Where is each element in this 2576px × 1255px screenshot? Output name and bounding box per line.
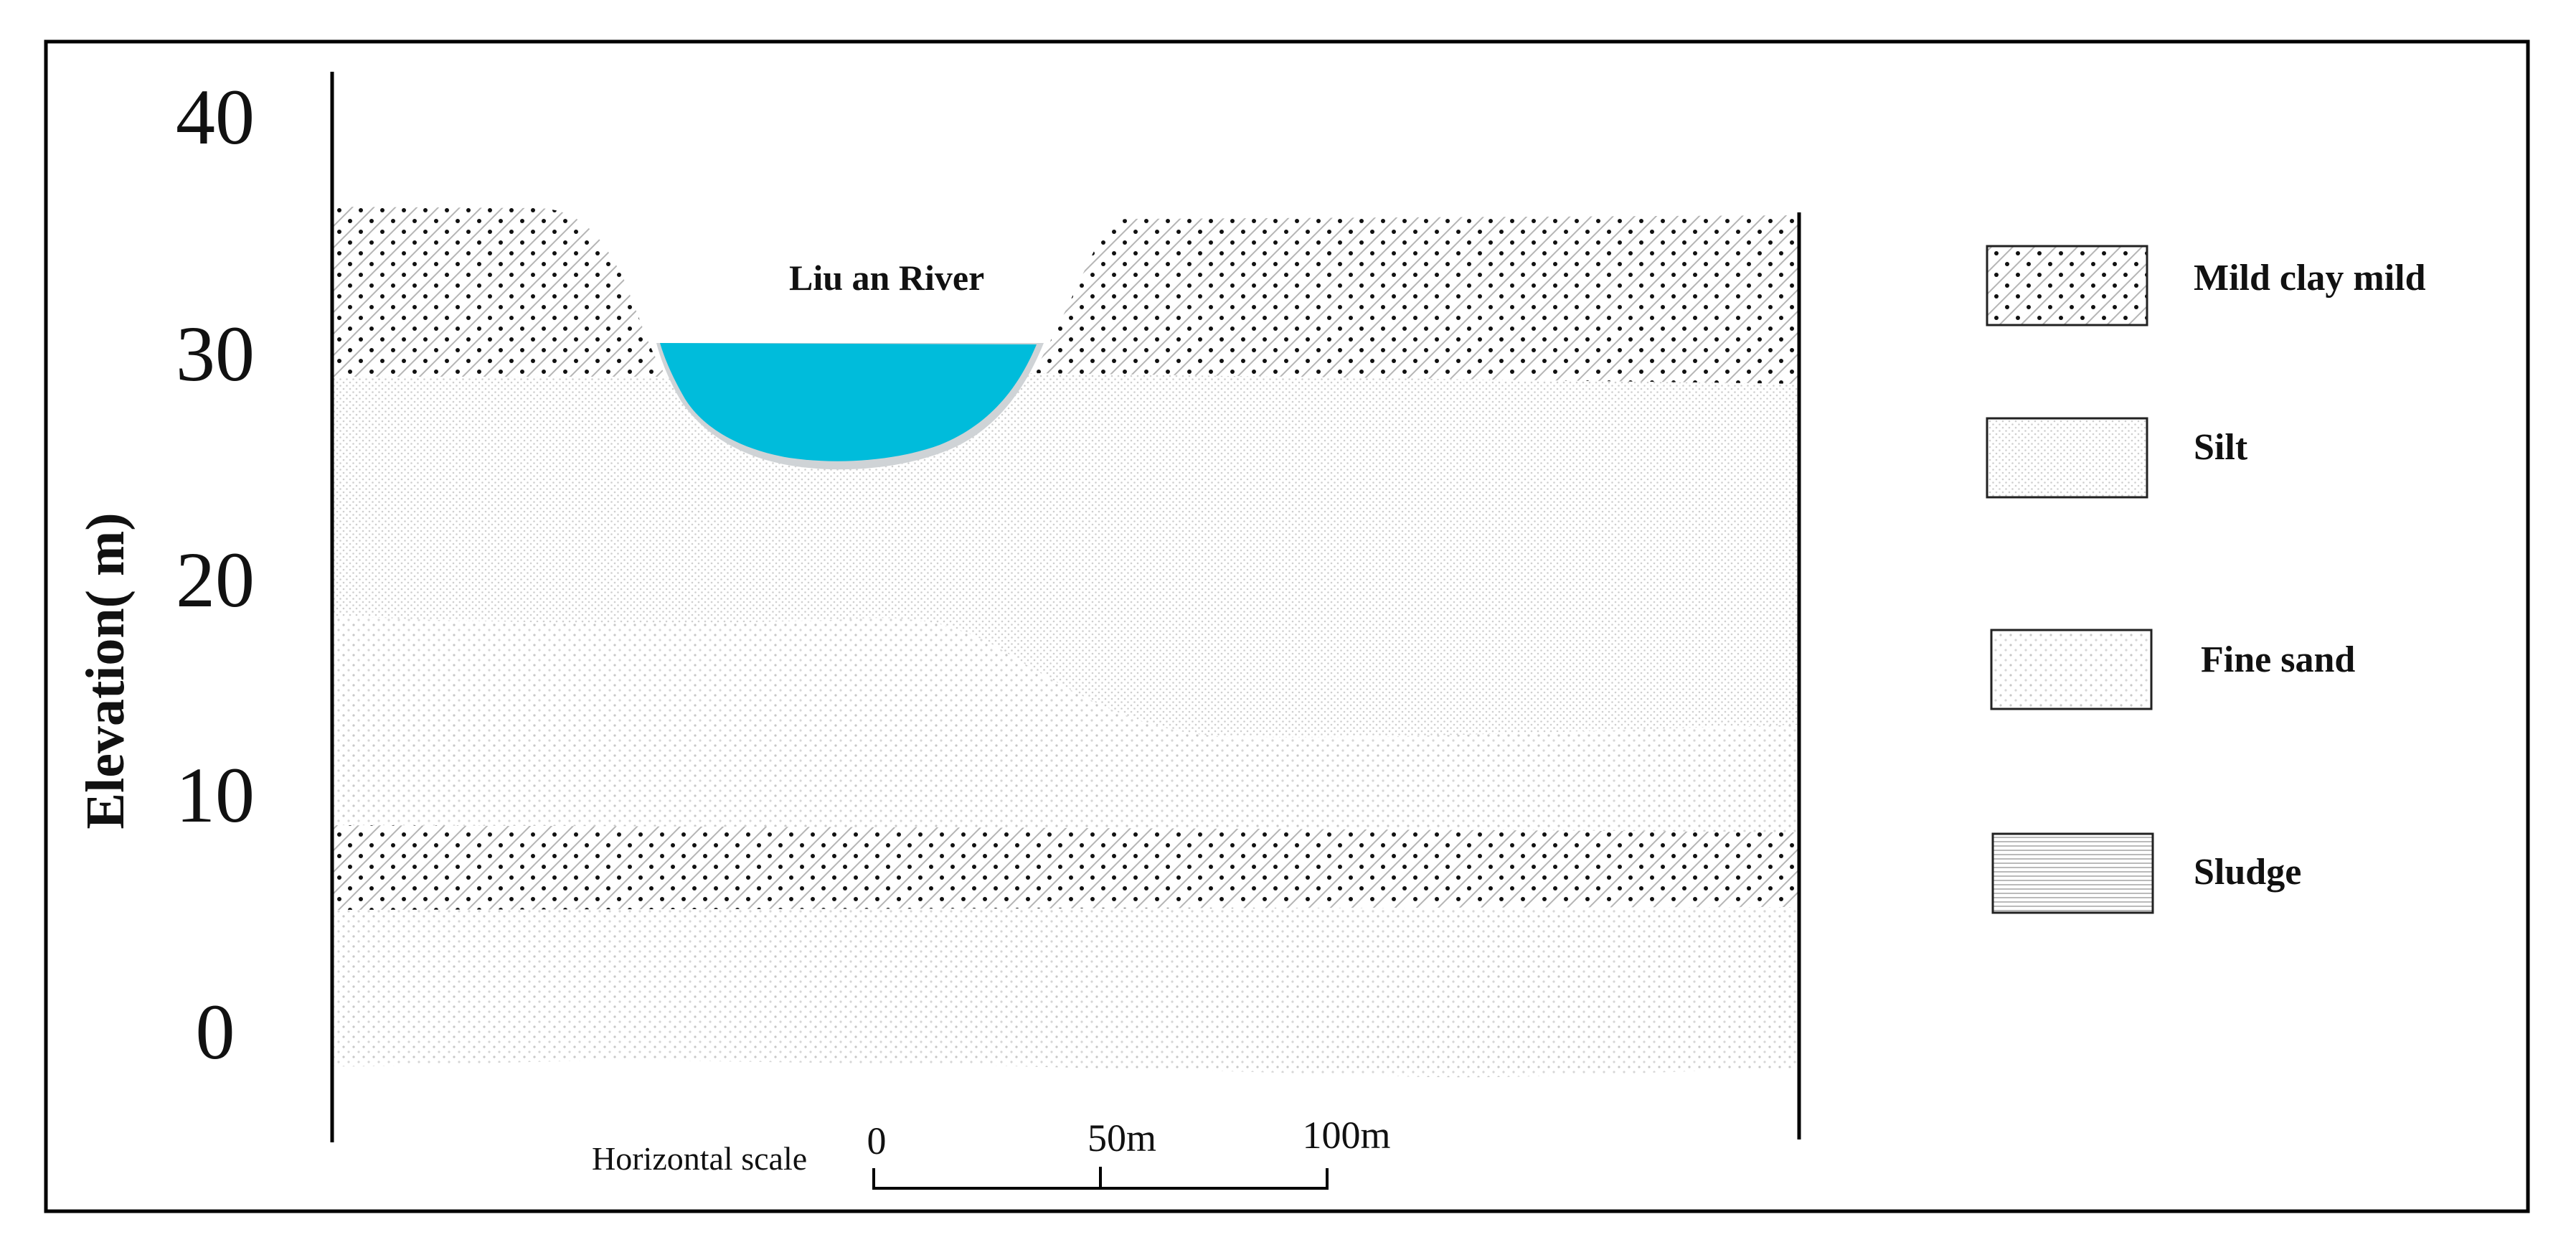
scale-tick-label: 50m	[1088, 1117, 1156, 1160]
legend: Mild clay mild Silt Fine sand Sludge	[1986, 245, 2426, 914]
scale-tick-label: 0	[867, 1119, 887, 1162]
legend-label: Silt	[2194, 427, 2248, 468]
river-label: Liu an River	[789, 258, 984, 298]
legend-swatch-sludge	[1991, 832, 2154, 914]
y-tick-label: 30	[176, 310, 255, 398]
legend-swatch-silt	[1986, 417, 2148, 499]
layer-upper-silt	[332, 373, 1799, 738]
scale-bar: Horizontal scale 0 50m 100m	[592, 1114, 1391, 1190]
layer-top-clay-right	[1033, 215, 1799, 384]
layer-lower-clay	[332, 825, 1799, 910]
legend-label: Fine sand	[2201, 639, 2355, 680]
scale-bar-line	[872, 1167, 1329, 1190]
y-tick-label: 10	[176, 751, 255, 839]
y-axis-label: Elevation( m)	[75, 512, 136, 829]
outer-frame	[44, 39, 2530, 1213]
y-tick-label: 0	[196, 988, 235, 1076]
river-water	[660, 343, 1037, 461]
scale-bar-label: Horizontal scale	[592, 1140, 807, 1177]
scale-tick-label: 100m	[1302, 1114, 1390, 1157]
layer-middle-fine-sand	[332, 616, 1799, 832]
y-tick-label: 20	[176, 536, 255, 624]
legend-swatch-clay	[1986, 245, 2148, 326]
layer-top-clay-left	[332, 207, 667, 377]
legend-label: Sludge	[2194, 852, 2301, 893]
legend-label: Mild clay mild	[2194, 258, 2426, 299]
y-tick-label: 40	[176, 73, 255, 161]
layer-bottom-fine-sand	[332, 907, 1799, 1078]
legend-swatch-fine-sand	[1990, 629, 2153, 710]
